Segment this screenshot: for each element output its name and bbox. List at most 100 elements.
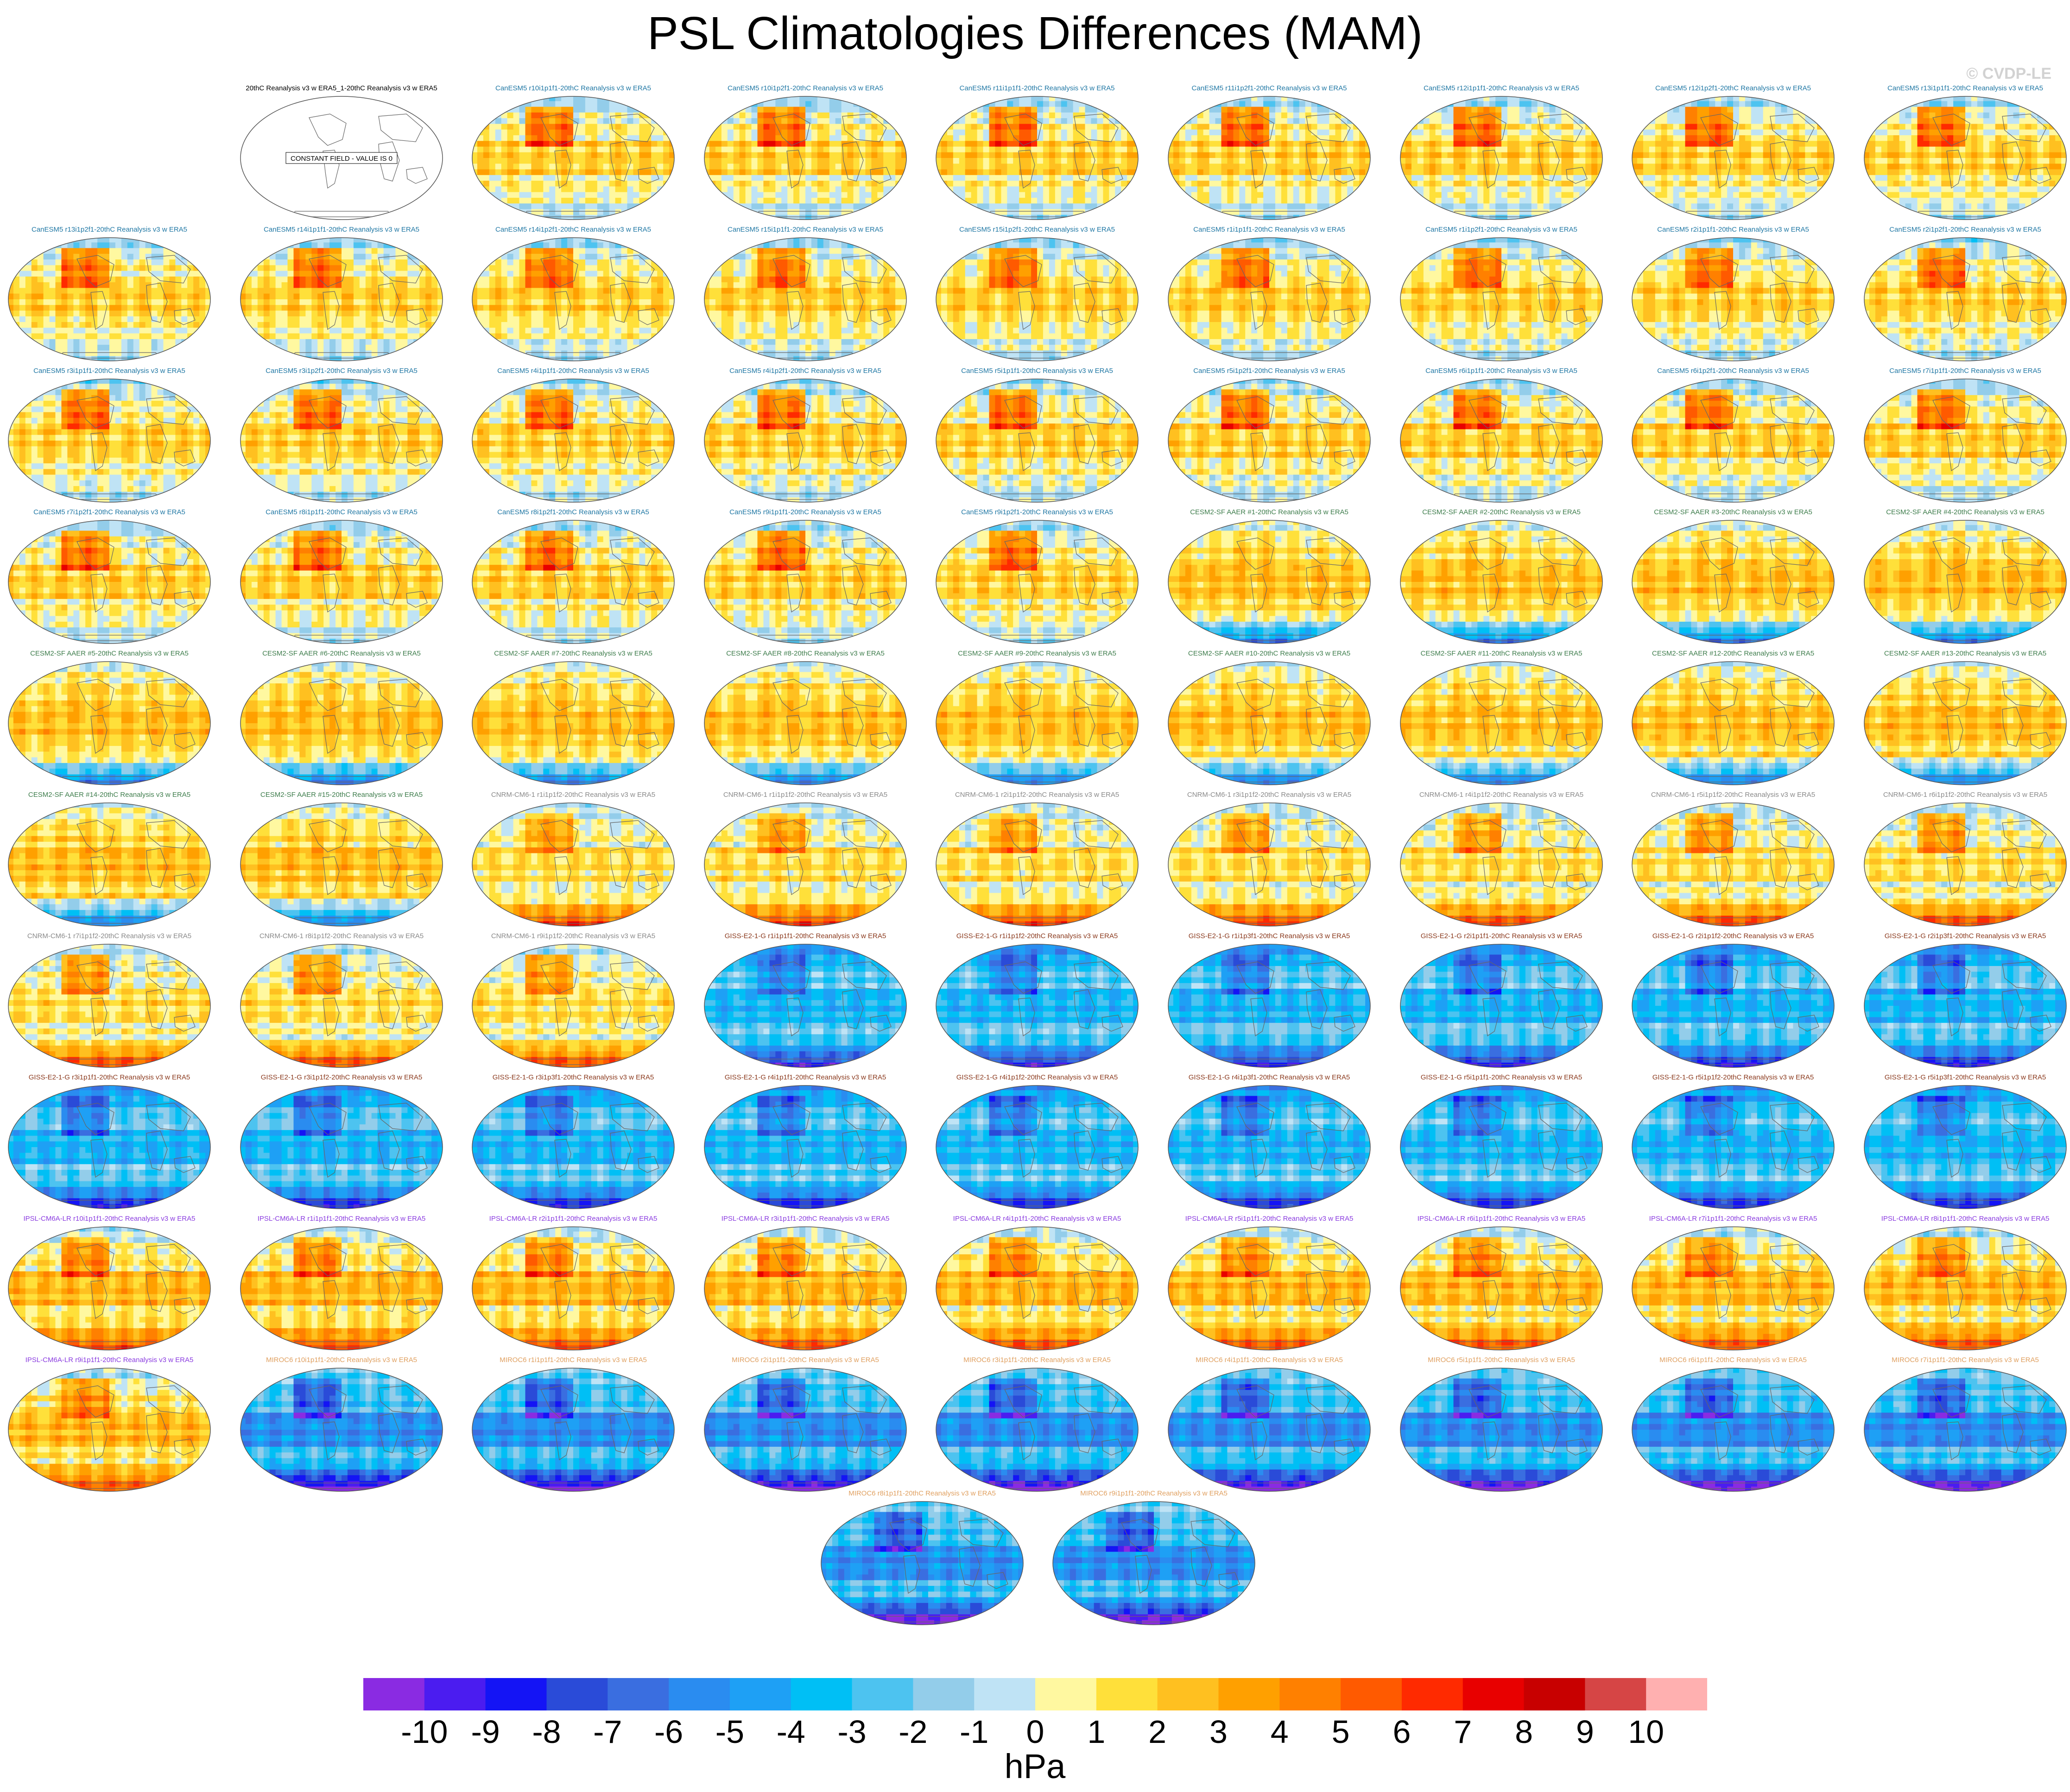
- panel-title: CESM2-SF AAER #10-20thC Reanalysis v3 w …: [1153, 650, 1385, 657]
- map-panel: MIROC6 r1i1p1f1-20thC Reanalysis v3 w ER…: [471, 1356, 675, 1500]
- map-panel: CanESM5 r6i1p1f1-20thC Reanalysis v3 w E…: [1399, 367, 1603, 511]
- map-panel: GISS-E2-1-G r2i1p1f1-20thC Reanalysis v3…: [1399, 932, 1603, 1076]
- colorbar-tick-label: 10: [1628, 1714, 1664, 1748]
- map-panel: CESM2-SF AAER #7-20thC Reanalysis v3 w E…: [471, 650, 675, 793]
- map-plot: [471, 661, 675, 786]
- panel-title: IPSL-CM6A-LR r5i1p1f1-20thC Reanalysis v…: [1153, 1215, 1385, 1223]
- map-plot: [1167, 519, 1371, 644]
- colorbar-tick-label: 8: [1515, 1714, 1533, 1748]
- colorbar-tick-label: 0: [1026, 1714, 1044, 1748]
- colorbar: -10 -9 -8 -7 -6 -5 -4 -3 -2 -1 0 1 2 3 4 5 6 7 8 9 10: [363, 1678, 1707, 1748]
- panel-title: GISS-E2-1-G r3i1p1f2-20thC Reanalysis v3…: [226, 1073, 457, 1081]
- panel-title: CESM2-SF AAER #11-20thC Reanalysis v3 w …: [1386, 650, 1617, 657]
- map-panel: CanESM5 r1i1p1f1-20thC Reanalysis v3 w E…: [1167, 226, 1371, 369]
- map-panel: GISS-E2-1-G r3i1p1f2-20thC Reanalysis v3…: [240, 1073, 443, 1217]
- map-plot: [703, 1367, 907, 1492]
- constant-field-label: CONSTANT FIELD - VALUE IS 0: [291, 155, 392, 163]
- map-plot: CONSTANT FIELD - VALUE IS 0: [240, 95, 443, 221]
- colorbar-tick-label: 6: [1393, 1714, 1411, 1748]
- map-panel: CNRM-CM6-1 r9i1p1f2-20thC Reanalysis v3 …: [471, 932, 675, 1076]
- map-panel: CanESM5 r9i1p2f1-20thC Reanalysis v3 w E…: [935, 508, 1139, 652]
- map-panel: GISS-E2-1-G r4i1p3f1-20thC Reanalysis v3…: [1167, 1073, 1371, 1217]
- map-plot: [471, 237, 675, 362]
- map-plot: [1863, 1226, 2067, 1351]
- map-plot: [1399, 1226, 1603, 1351]
- panel-title: MIROC6 r1i1p1f1-20thC Reanalysis v3 w ER…: [457, 1356, 689, 1364]
- map-panel: CanESM5 r14i1p1f1-20thC Reanalysis v3 w …: [240, 226, 443, 369]
- map-panel: IPSL-CM6A-LR r2i1p1f1-20thC Reanalysis v…: [471, 1215, 675, 1358]
- colorbar-tick-label: 9: [1576, 1714, 1594, 1748]
- panel-title: CanESM5 r2i1p2f1-20thC Reanalysis v3 w E…: [1849, 226, 2070, 233]
- panel-title: GISS-E2-1-G r1i1p1f2-20thC Reanalysis v3…: [921, 932, 1153, 940]
- map-plot: [1399, 1085, 1603, 1210]
- map-plot: [1167, 1367, 1371, 1492]
- panel-title: CanESM5 r1i1p1f1-20thC Reanalysis v3 w E…: [1153, 226, 1385, 233]
- map-panel: CESM2-SF AAER #5-20thC Reanalysis v3 w E…: [7, 650, 211, 793]
- panel-title: CESM2-SF AAER #9-20thC Reanalysis v3 w E…: [921, 650, 1153, 657]
- map-plot: [471, 378, 675, 503]
- map-plot: [7, 1085, 211, 1210]
- map-panel: CanESM5 r4i1p2f1-20thC Reanalysis v3 w E…: [703, 367, 907, 511]
- map-panel: CanESM5 r12i1p2f1-20thC Reanalysis v3 w …: [1631, 84, 1835, 228]
- panel-title: MIROC6 r4i1p1f1-20thC Reanalysis v3 w ER…: [1153, 1356, 1385, 1364]
- map-plot: [1863, 378, 2067, 503]
- panel-title: IPSL-CM6A-LR r8i1p1f1-20thC Reanalysis v…: [1849, 1215, 2070, 1223]
- panel-title: IPSL-CM6A-LR r6i1p1f1-20thC Reanalysis v…: [1386, 1215, 1617, 1223]
- map-panel: CanESM5 r10i1p1f1-20thC Reanalysis v3 w …: [471, 84, 675, 228]
- colorbar-tick-label: -7: [593, 1714, 622, 1748]
- colorbar-swatch: [1096, 1678, 1158, 1710]
- map-plot: [240, 802, 443, 927]
- map-panel: CanESM5 r6i1p2f1-20thC Reanalysis v3 w E…: [1631, 367, 1835, 511]
- panel-title: CNRM-CM6-1 r6i1p1f2-20thC Reanalysis v3 …: [1849, 791, 2070, 799]
- map-panel: CanESM5 r11i1p1f1-20thC Reanalysis v3 w …: [935, 84, 1139, 228]
- map-plot: [1631, 1367, 1835, 1492]
- panel-title: MIROC6 r8i1p1f1-20thC Reanalysis v3 w ER…: [806, 1489, 1038, 1497]
- map-plot: [1399, 802, 1603, 927]
- colorbar-swatch: [1402, 1678, 1463, 1710]
- map-plot: [1399, 943, 1603, 1068]
- map-panel: IPSL-CM6A-LR r7i1p1f1-20thC Reanalysis v…: [1631, 1215, 1835, 1358]
- map-plot: [7, 661, 211, 786]
- panel-title: CanESM5 r9i1p1f1-20thC Reanalysis v3 w E…: [690, 508, 921, 516]
- panel-title: MIROC6 r10i1p1f1-20thC Reanalysis v3 w E…: [226, 1356, 457, 1364]
- panel-title: GISS-E2-1-G r3i1p3f1-20thC Reanalysis v3…: [457, 1073, 689, 1081]
- map-panel: CanESM5 r5i1p2f1-20thC Reanalysis v3 w E…: [1167, 367, 1371, 511]
- map-panel: CESM2-SF AAER #13-20thC Reanalysis v3 w …: [1863, 650, 2067, 793]
- map-plot: [471, 943, 675, 1068]
- colorbar-swatch: [730, 1678, 791, 1710]
- panel-title: CESM2-SF AAER #4-20thC Reanalysis v3 w E…: [1849, 508, 2070, 516]
- map-panel: CNRM-CM6-1 r6i1p1f2-20thC Reanalysis v3 …: [1863, 791, 2067, 934]
- map-plot: [1399, 95, 1603, 221]
- panel-title: GISS-E2-1-G r5i1p3f1-20thC Reanalysis v3…: [1849, 1073, 2070, 1081]
- map-panel: IPSL-CM6A-LR r4i1p1f1-20thC Reanalysis v…: [935, 1215, 1139, 1358]
- map-plot: [1863, 237, 2067, 362]
- map-plot: [1399, 661, 1603, 786]
- panel-title: CESM2-SF AAER #5-20thC Reanalysis v3 w E…: [0, 650, 225, 657]
- colorbar-swatch: [363, 1678, 424, 1710]
- map-panel: CanESM5 r8i1p2f1-20thC Reanalysis v3 w E…: [471, 508, 675, 652]
- map-panel: CanESM5 r15i1p2f1-20thC Reanalysis v3 w …: [935, 226, 1139, 369]
- map-panel: MIROC6 r9i1p1f1-20thC Reanalysis v3 w ER…: [1052, 1489, 1256, 1633]
- colorbar-swatch: [547, 1678, 608, 1710]
- map-panel: CanESM5 r12i1p1f1-20thC Reanalysis v3 w …: [1399, 84, 1603, 228]
- panel-title: MIROC6 r3i1p1f1-20thC Reanalysis v3 w ER…: [921, 1356, 1153, 1364]
- map-plot: [471, 95, 675, 221]
- panel-title: CESM2-SF AAER #15-20thC Reanalysis v3 w …: [226, 791, 457, 799]
- map-plot: [1399, 378, 1603, 503]
- panel-title: CanESM5 r10i1p1f1-20thC Reanalysis v3 w …: [457, 84, 689, 92]
- panel-title: CanESM5 r12i1p2f1-20thC Reanalysis v3 w …: [1617, 84, 1849, 92]
- map-panel: CanESM5 r4i1p1f1-20thC Reanalysis v3 w E…: [471, 367, 675, 511]
- map-plot: [1167, 378, 1371, 503]
- map-plot: [1631, 943, 1835, 1068]
- map-panel: CNRM-CM6-1 r8i1p1f2-20thC Reanalysis v3 …: [240, 932, 443, 1076]
- colorbar-tick-label: -3: [837, 1714, 866, 1748]
- map-plot: [1167, 661, 1371, 786]
- map-panel: CESM2-SF AAER #12-20thC Reanalysis v3 w …: [1631, 650, 1835, 793]
- map-panel: CanESM5 r13i1p1f1-20thC Reanalysis v3 w …: [1863, 84, 2067, 228]
- colorbar-tick-label: -2: [899, 1714, 927, 1748]
- colorbar-tick-label: 2: [1148, 1714, 1166, 1748]
- map-panel: CESM2-SF AAER #6-20thC Reanalysis v3 w E…: [240, 650, 443, 793]
- map-panel: GISS-E2-1-G r4i1p1f1-20thC Reanalysis v3…: [703, 1073, 907, 1217]
- map-plot: [1631, 1226, 1835, 1351]
- panel-title: GISS-E2-1-G r2i1p1f2-20thC Reanalysis v3…: [1617, 932, 1849, 940]
